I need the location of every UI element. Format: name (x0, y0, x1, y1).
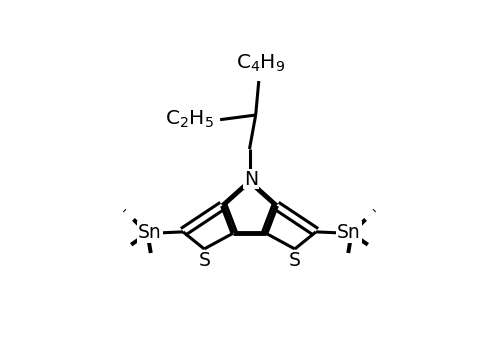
Text: $\mathregular{C_2H_5}$: $\mathregular{C_2H_5}$ (165, 109, 213, 130)
Text: $\mathregular{C_4H_9}$: $\mathregular{C_4H_9}$ (236, 53, 285, 74)
Text: Sn: Sn (138, 223, 162, 242)
Text: S: S (198, 251, 210, 271)
Text: S: S (289, 251, 301, 271)
Text: Sn: Sn (337, 223, 361, 242)
Text: N: N (245, 170, 258, 189)
